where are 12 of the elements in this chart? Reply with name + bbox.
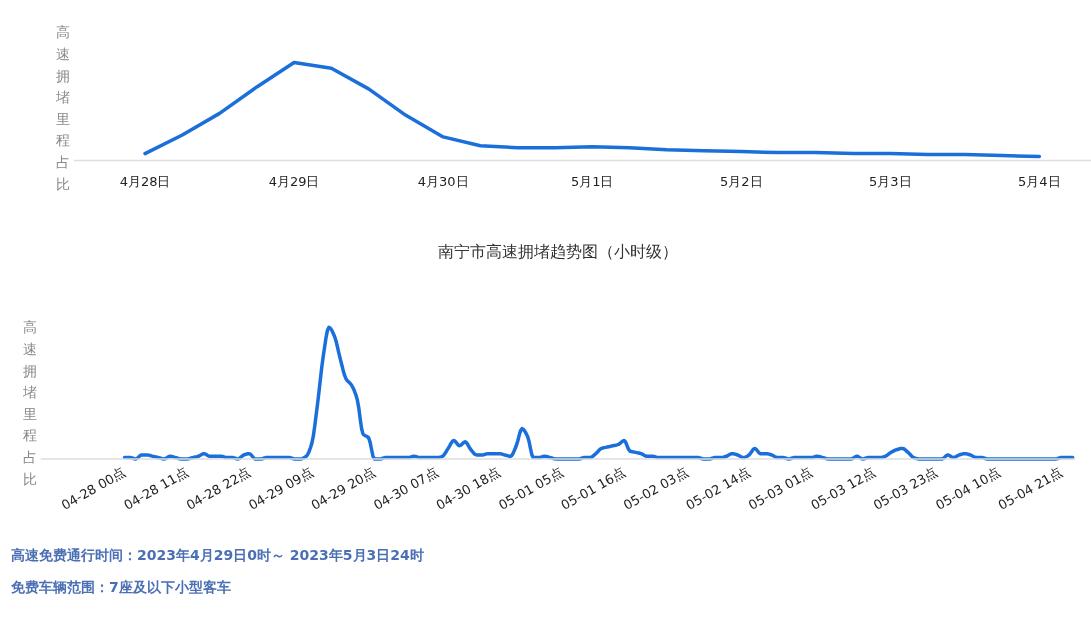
- x-tick-label: 4月30日: [417, 174, 469, 190]
- chart-title: 南宁市高速拥堵趋势图（小时级）: [438, 241, 678, 261]
- x-tick-label: 4月29日: [268, 174, 320, 190]
- text: 高速免费通行时间：2023年4月29日0时～ 2023年5月3日24时: [11, 546, 424, 565]
- x-tick-label: 5月1日: [570, 174, 614, 190]
- y-axis-title: 高速拥堵里程占比: [54, 24, 70, 192]
- x-tick-label: 5月3日: [869, 174, 912, 190]
- x-tick-label: 4月28日: [119, 174, 171, 190]
- y-axis-title: 高速拥堵里程占比: [21, 319, 37, 487]
- x-tick-label: 5月4日: [1018, 174, 1061, 190]
- x-tick-label: 5月2日: [719, 174, 763, 190]
- text: 免费车辆范围：7座及以下小型客车: [11, 578, 231, 597]
